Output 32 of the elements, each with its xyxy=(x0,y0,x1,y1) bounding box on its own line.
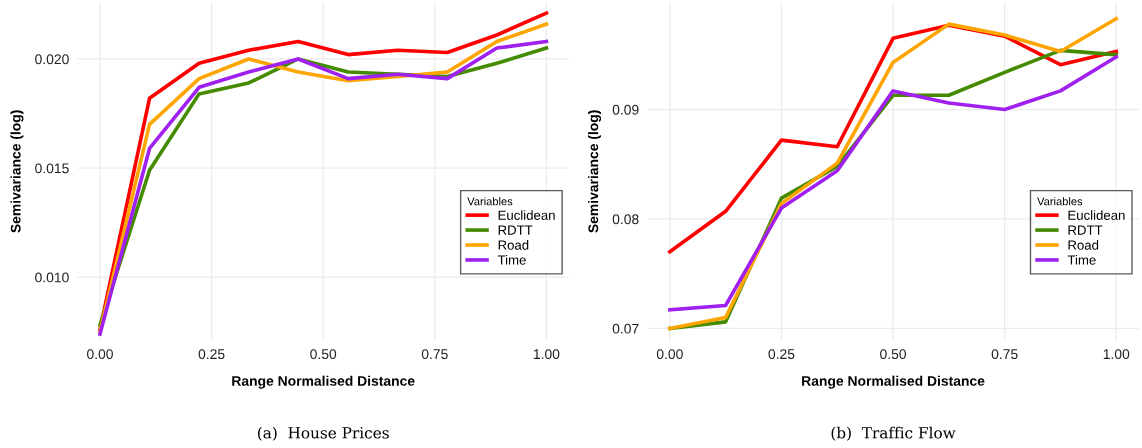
legend-label: Time xyxy=(497,255,526,265)
x-axis-title: Range Normalised Distance xyxy=(802,375,985,389)
x-tick-label: 0.00 xyxy=(656,349,683,360)
x-tick-label: 0.75 xyxy=(421,349,448,360)
y-tick-label: 0.015 xyxy=(35,163,69,174)
legend-label: RDTT xyxy=(498,225,533,235)
y-tick-label: 0.08 xyxy=(612,214,639,225)
legend-label: Euclidean xyxy=(1068,210,1125,220)
text: (b) Traffic Flow xyxy=(831,426,956,441)
x-tick-label: 0.25 xyxy=(768,349,795,360)
legend-label: Euclidean xyxy=(498,210,555,220)
x-tick-label: 1.00 xyxy=(533,349,560,360)
y-tick-label: 0.010 xyxy=(35,272,69,283)
y-tick-label: 0.020 xyxy=(35,54,69,65)
x-tick-label: 0.50 xyxy=(880,349,907,360)
y-axis-title: Semivariance (log) xyxy=(10,110,24,233)
y-tick-label: 0.07 xyxy=(612,323,639,334)
legend-label: Road xyxy=(498,240,529,250)
legend-label: RDTT xyxy=(1068,225,1103,235)
legend-title: Variables xyxy=(1037,197,1083,206)
x-tick-label: 1.00 xyxy=(1103,349,1130,360)
legend-title: Variables xyxy=(467,197,513,206)
text: (a) House Prices xyxy=(258,426,389,441)
x-tick-label: 0.25 xyxy=(198,349,225,360)
x-tick-label: 0.75 xyxy=(991,349,1018,360)
y-tick-label: 0.09 xyxy=(612,104,639,115)
legend-label: Time xyxy=(1067,255,1096,265)
x-tick-label: 0.00 xyxy=(87,349,113,360)
legend-label: Road xyxy=(1068,240,1099,250)
x-axis-title: Range Normalised Distance xyxy=(232,375,415,389)
y-axis-title: Semivariance (log) xyxy=(588,110,602,233)
x-tick-label: 0.50 xyxy=(310,349,337,360)
